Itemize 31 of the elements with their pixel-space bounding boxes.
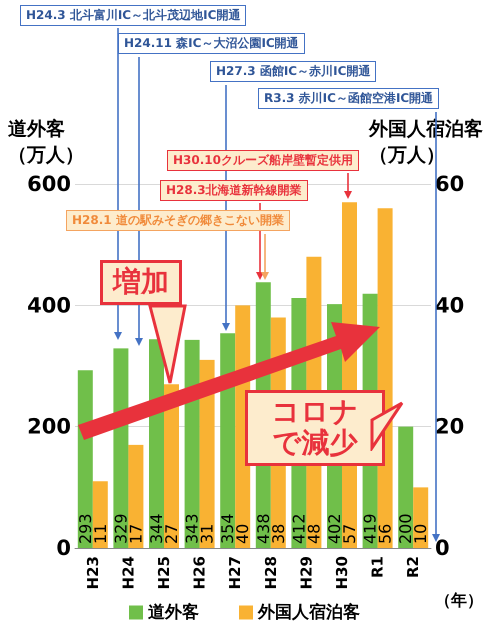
text: H24.3 北斗富川IC～北斗茂辺地IC開通 — [20, 5, 246, 26]
y-tick-label: 400 — [27, 293, 71, 318]
x-tick-label: H27 — [226, 556, 244, 590]
text: H30.10クルーズ船岸壁暫定供用 — [167, 150, 359, 172]
x-axis-title: （年） — [435, 590, 483, 610]
y-tick-label: 600 — [27, 172, 71, 196]
annotation: H28.1 道の駅みそぎの郷きこない開業 — [66, 210, 290, 232]
text: H24.11 森IC～大沼公園IC開通 — [118, 33, 305, 54]
annotation: コロナで減少 — [245, 390, 385, 466]
x-tick-label: H23 — [84, 556, 102, 590]
x-tick-label: H30 — [333, 556, 351, 590]
y2-tick-label: 60 — [435, 172, 464, 196]
x-tick-label: H25 — [155, 556, 173, 590]
y2-tick-label: 0 — [435, 536, 450, 560]
x-tick-label: H24 — [119, 556, 138, 590]
annotation: 増加 — [100, 260, 182, 305]
annotation: H28.3北海道新幹線開業 — [160, 180, 308, 202]
x-tick-label: R2 — [404, 556, 422, 578]
x-tick-label: H28 — [262, 556, 280, 590]
text: H27.3 函館IC～赤川IC開通 — [210, 61, 376, 82]
y2-tick-label: 20 — [435, 414, 464, 439]
legend-label: 道外客 — [148, 602, 199, 622]
x-tick-label: H29 — [297, 556, 316, 590]
legend-label: 外国人宿泊客 — [257, 602, 360, 622]
y-tick-label: 200 — [27, 414, 71, 439]
x-tick-label: H26 — [190, 556, 209, 590]
y2-tick-label: 40 — [435, 293, 464, 318]
x-tick-label: R1 — [368, 556, 387, 578]
text: R3.3 赤川IC～函館空港IC開通 — [258, 88, 440, 110]
y-tick-label: 0 — [56, 536, 71, 560]
y-axis-title: 道外客（万人） — [8, 118, 84, 166]
